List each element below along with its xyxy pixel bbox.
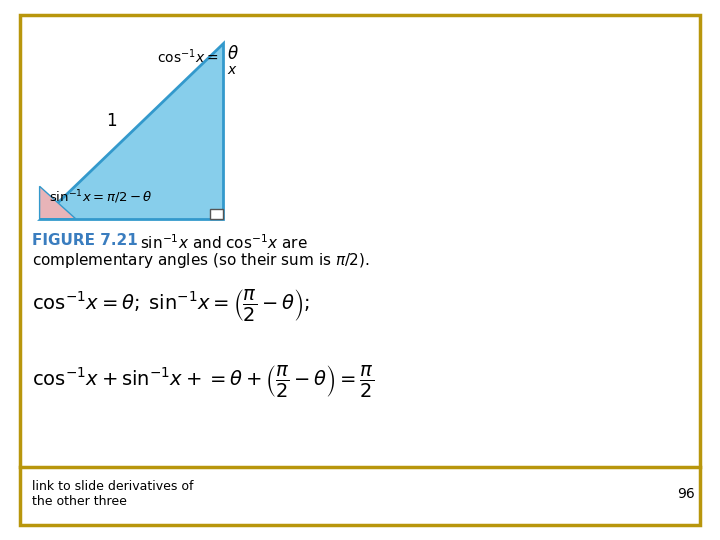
Text: 96: 96 bbox=[677, 487, 695, 501]
Polygon shape bbox=[40, 43, 223, 219]
Text: $\cos^{-1}\!x = \theta;\;\sin^{-1}\!x = \left(\dfrac{\pi}{2} - \theta\right);$: $\cos^{-1}\!x = \theta;\;\sin^{-1}\!x = … bbox=[32, 287, 310, 323]
Text: complementary angles (so their sum is $\pi/2$).: complementary angles (so their sum is $\… bbox=[32, 251, 370, 270]
Text: FIGURE 7.21: FIGURE 7.21 bbox=[32, 233, 138, 248]
Text: $\cos^{-1}\!x + \sin^{-1}\!x+ = \theta + \left(\dfrac{\pi}{2} - \theta\right) = : $\cos^{-1}\!x + \sin^{-1}\!x+ = \theta +… bbox=[32, 363, 374, 399]
Text: $\cos^{-1}\!x=$: $\cos^{-1}\!x=$ bbox=[157, 48, 218, 66]
Text: $\sin^{-1}\!x = \pi/2 -\theta$: $\sin^{-1}\!x = \pi/2 -\theta$ bbox=[49, 188, 153, 206]
Text: $\theta$: $\theta$ bbox=[227, 45, 238, 63]
Text: $\sin^{-1}\!x$ and $\cos^{-1}\!x$ are: $\sin^{-1}\!x$ and $\cos^{-1}\!x$ are bbox=[140, 233, 308, 252]
Polygon shape bbox=[40, 186, 76, 219]
Bar bbox=[210, 209, 223, 219]
Text: $x$: $x$ bbox=[227, 63, 238, 77]
Text: 1: 1 bbox=[107, 112, 117, 131]
Text: link to slide derivatives of
the other three: link to slide derivatives of the other t… bbox=[32, 480, 194, 508]
